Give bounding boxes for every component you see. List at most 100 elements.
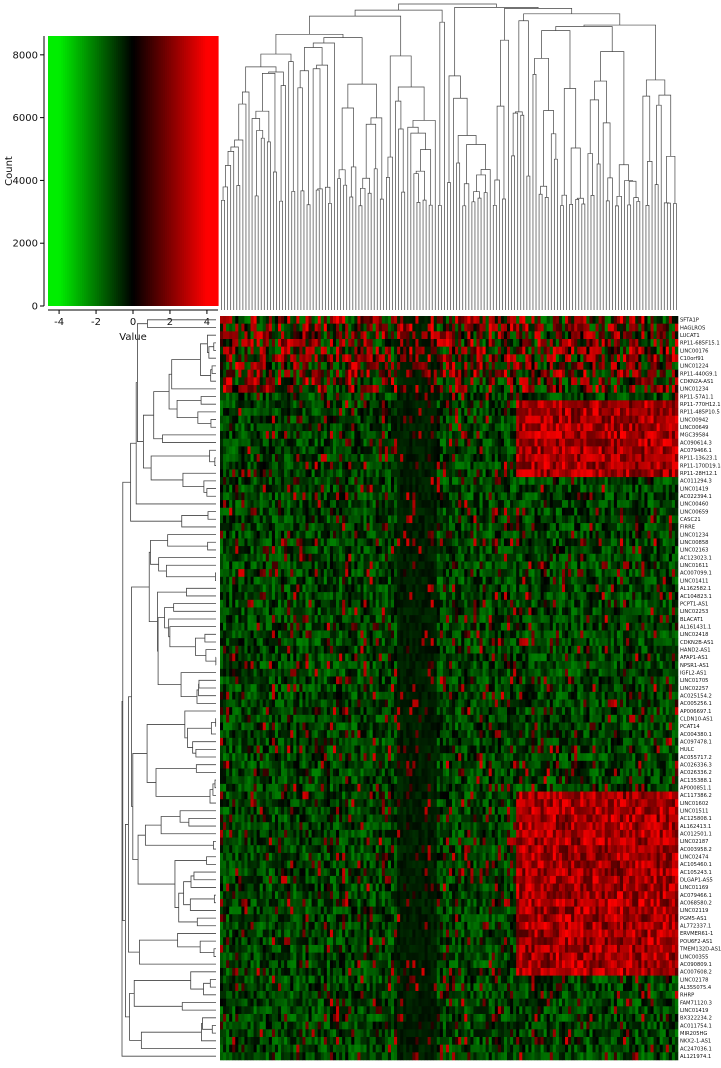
heat-cell [543,469,548,478]
heat-cell [442,538,447,547]
heat-cell [320,392,325,401]
heat-cell [223,438,227,447]
heat-cell [268,354,273,363]
heat-cell [424,454,428,463]
heat-cell [412,385,416,394]
heat-cell [577,530,581,539]
color-key-bar [126,36,130,306]
heat-cell [339,392,343,401]
heat-cell [247,438,251,447]
heat-cell [238,515,242,524]
heat-cell [470,538,474,547]
heat-cell [561,400,566,409]
heat-cell [265,385,270,394]
heat-cell [323,469,328,478]
heat-cell [583,431,587,440]
heat-cell [619,469,624,478]
heat-cell [464,523,468,532]
heat-cell [452,538,456,547]
heat-cell [568,423,572,432]
heat-cell [458,354,462,363]
heat-cell [394,431,398,440]
heat-cell [583,538,587,547]
heat-cell [357,415,361,424]
heat-cell [641,346,645,355]
heat-cell [250,500,254,509]
heat-cell [610,515,615,524]
heat-cell [470,377,474,386]
heat-cell [241,515,245,524]
heat-cell [598,507,602,516]
heat-cell [384,515,389,524]
heat-cell [558,507,563,516]
heat-cell [461,423,465,432]
color-key-bar [107,36,111,306]
heat-cell [580,362,584,370]
heat-cell [424,546,428,555]
heat-cell [558,377,563,386]
heat-cell [607,538,612,547]
heat-cell [390,339,395,347]
heat-cell [406,408,410,417]
heat-cell [400,323,404,332]
heat-cell [619,461,624,470]
heat-cell [293,423,297,432]
y-axis-label: Count [4,156,15,186]
heat-cell [659,354,664,363]
heat-cell [400,385,404,394]
heat-cell [381,477,386,486]
heat-cell [247,369,251,378]
heat-cell [329,423,334,432]
heat-cell [235,415,239,424]
heat-cell [302,431,306,440]
heat-cell [626,461,630,470]
heat-cell [555,408,560,417]
heat-cell [552,400,557,409]
heat-cell [629,500,633,509]
heat-cell [326,408,331,417]
dendrogram-branch [150,455,210,481]
heat-cell [421,423,425,432]
heat-cell [601,507,606,516]
heat-cell [378,507,383,516]
heat-cell [363,446,367,455]
heat-cell [525,530,529,539]
heat-cell [461,408,465,417]
heat-cell [610,500,615,509]
heat-cell [397,469,401,478]
heat-cell [244,523,248,532]
heat-cell [455,377,459,386]
heat-cell [433,339,438,347]
heat-cell [580,484,584,493]
dendrogram-branch [389,55,412,158]
heat-cell [497,469,502,478]
heat-cell [479,546,483,555]
heat-cell [491,369,496,378]
heat-cell [281,354,285,363]
heat-cell [586,423,590,432]
heat-cell [220,392,224,401]
heat-cell [558,331,563,340]
heat-cell [302,346,306,355]
heat-cell [259,339,264,347]
heat-cell [375,400,380,409]
heat-cell [317,354,322,363]
heat-cell [473,523,477,532]
heat-cell [296,477,300,486]
heat-cell [534,546,538,555]
heat-cell [623,454,627,463]
heat-cell [397,515,401,524]
heat-cell [369,438,373,447]
heat-cell [583,400,587,409]
heat-cell [534,377,538,386]
heat-cell [601,400,606,409]
heat-cell [339,346,343,355]
heat-cell [626,438,630,447]
heat-cell [644,438,648,447]
heat-cell [445,523,450,532]
heat-cell [583,408,587,417]
heat-cell [650,484,654,493]
heat-cell [406,385,410,394]
heat-cell [436,454,441,463]
heat-cell [259,331,264,340]
